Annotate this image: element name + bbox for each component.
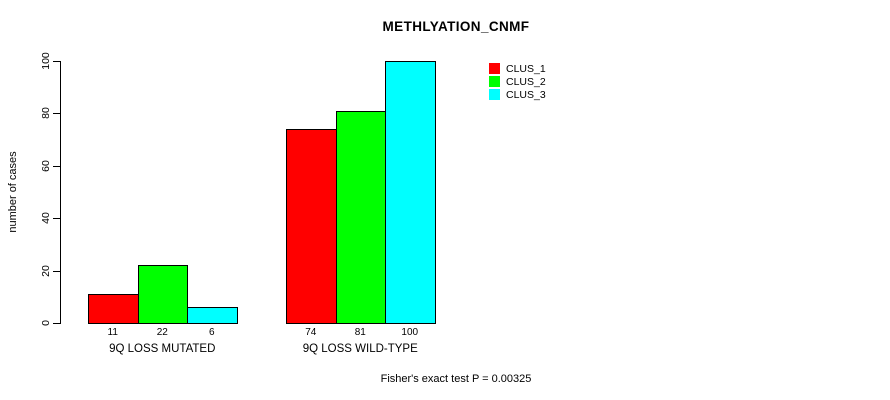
legend: CLUS_1 CLUS_2 CLUS_3 (489, 62, 546, 101)
y-tick-mark (53, 113, 60, 115)
chart-title: METHLYATION_CNMF (382, 19, 530, 34)
bar-value-label: 22 (156, 327, 168, 338)
y-tick-label: 100 (40, 52, 52, 70)
bar-clus_2-2 (335, 110, 386, 324)
bar-clus_1-2 (286, 129, 337, 324)
y-tick-label: 0 (40, 320, 52, 326)
legend-item-clus_1: CLUS_1 (489, 62, 546, 75)
bar-clus_2-1 (137, 265, 188, 324)
y-tick-label: 20 (40, 264, 52, 277)
bar-value-label: 6 (208, 327, 215, 338)
bar-value-label: 11 (107, 327, 118, 338)
y-tick-mark (53, 270, 60, 272)
y-axis-line (60, 61, 61, 324)
y-tick-mark (53, 323, 60, 324)
y-axis-label: number of cases (7, 151, 19, 233)
bar-clus_3-2 (385, 61, 436, 324)
fisher-test-footnote: Fisher's exact test P = 0.00325 (380, 373, 532, 385)
legend-item-clus_3: CLUS_3 (489, 88, 546, 101)
legend-swatch-icon (489, 63, 500, 74)
y-tick-label: 60 (40, 159, 52, 172)
y-tick-mark (53, 165, 60, 167)
legend-swatch-icon (489, 76, 500, 87)
bar-value-label: 74 (305, 327, 317, 338)
bar-clus_3-1 (187, 307, 238, 324)
y-tick-label: 80 (40, 107, 52, 120)
bar-value-label: 100 (401, 327, 419, 338)
category-label: 9Q LOSS WILD-TYPE (302, 343, 418, 355)
category-label: 9Q LOSS MUTATED (109, 343, 216, 355)
legend-label: CLUS_2 (506, 75, 546, 88)
bar-value-label: 81 (354, 327, 366, 338)
y-tick-label: 40 (40, 212, 52, 225)
legend-item-clus_2: CLUS_2 (489, 75, 546, 88)
legend-label: CLUS_1 (506, 62, 546, 75)
legend-swatch-icon (489, 89, 500, 100)
bar-clus_1-1 (88, 294, 139, 324)
y-tick-mark (53, 218, 60, 220)
legend-label: CLUS_3 (506, 88, 546, 101)
y-tick-mark (53, 61, 60, 62)
